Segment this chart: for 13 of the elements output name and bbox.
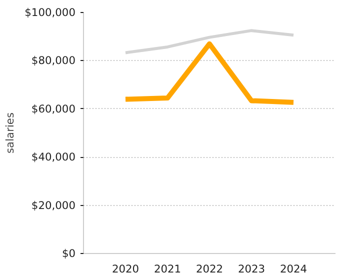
y-tick-label: $80,000 [31,54,76,68]
x-tick-label: 2023 [238,262,266,275]
y-tick-label: $40,000 [31,150,76,164]
x-tick-label: 2024 [280,262,308,275]
y-tick-label: $60,000 [31,102,76,116]
line-series [124,29,295,54]
y-tick-label: $0 [62,247,76,260]
y-tick-label: $20,000 [31,198,76,212]
y-axis-title: salaries [4,112,17,154]
x-tick-label: 2020 [112,262,140,275]
y-tick-label: $100,000 [24,6,76,19]
x-tick-label: 2022 [196,262,224,275]
x-tick-label: 2021 [154,262,182,275]
